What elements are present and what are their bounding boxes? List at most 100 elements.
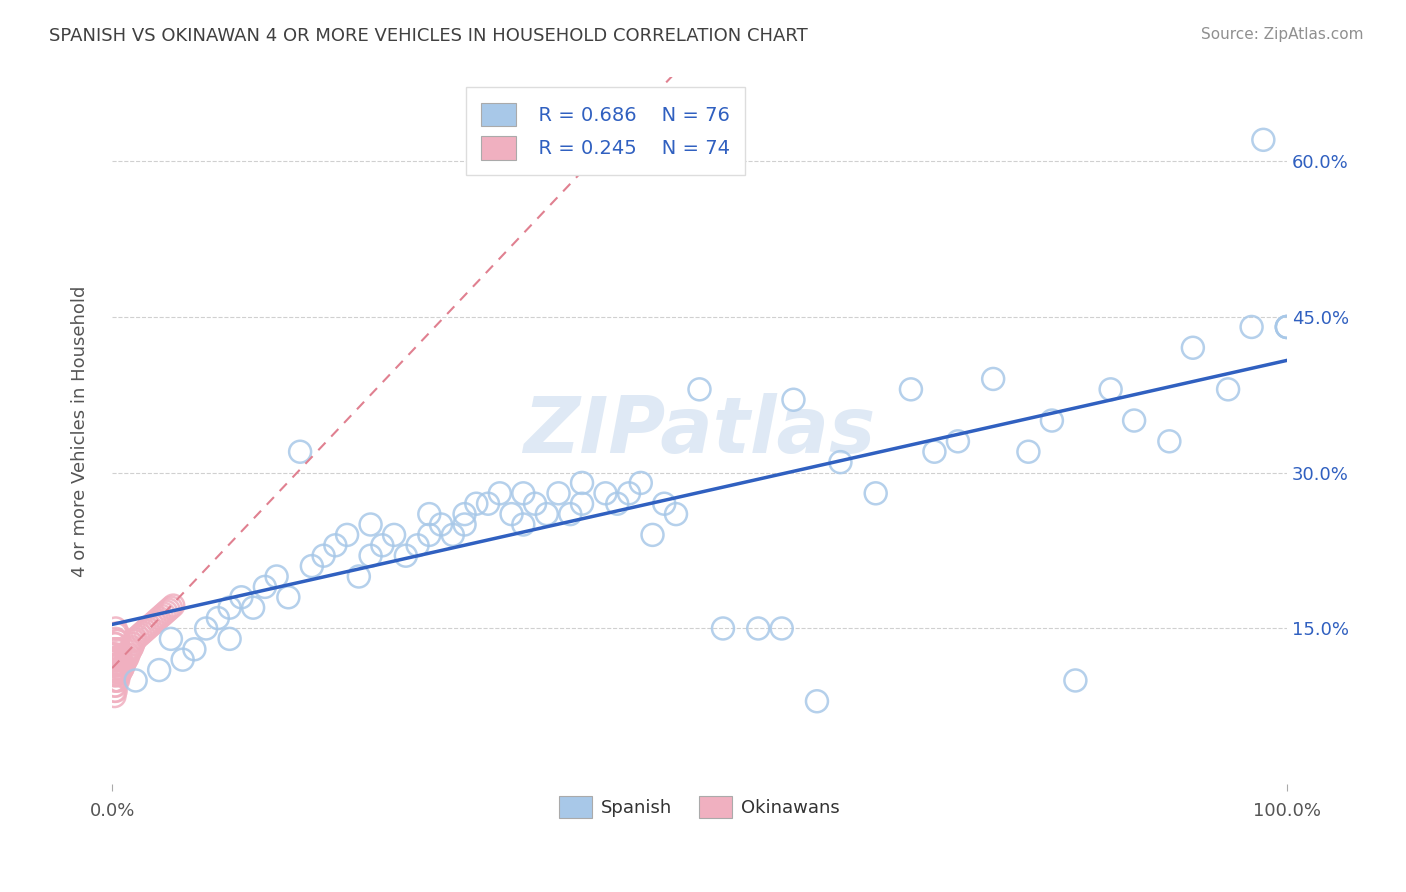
Point [103, 668, 125, 682]
Point [865, 486, 887, 500]
Point [104, 679, 127, 693]
Point [107, 665, 129, 680]
Point [105, 650, 128, 665]
Point [301, 559, 323, 574]
Point [103, 637, 125, 651]
Point [107, 650, 129, 665]
Point [117, 650, 139, 665]
Point [105, 665, 128, 680]
Point [105, 657, 128, 672]
Point [900, 382, 922, 396]
Point [560, 507, 582, 521]
Point [406, 538, 429, 552]
Point [105, 673, 128, 688]
Point [103, 663, 125, 677]
Point [160, 600, 183, 615]
Point [512, 486, 534, 500]
Point [183, 642, 205, 657]
Point [134, 624, 156, 638]
Point [488, 486, 510, 500]
Point [110, 665, 132, 680]
Point [547, 486, 569, 500]
Point [1240, 320, 1263, 334]
Point [108, 644, 131, 658]
Point [1099, 382, 1122, 396]
Point [104, 653, 127, 667]
Point [418, 507, 440, 521]
Point [127, 630, 149, 644]
Point [665, 507, 688, 521]
Point [770, 622, 793, 636]
Legend: Spanish, Okinawans: Spanish, Okinawans [553, 789, 846, 825]
Point [1123, 413, 1146, 427]
Point [465, 497, 488, 511]
Point [382, 528, 405, 542]
Point [155, 605, 177, 619]
Point [108, 668, 131, 682]
Point [595, 486, 617, 500]
Point [347, 569, 370, 583]
Point [172, 653, 194, 667]
Point [1040, 413, 1063, 427]
Point [1275, 320, 1298, 334]
Point [160, 632, 183, 646]
Point [253, 580, 276, 594]
Point [114, 655, 136, 669]
Text: Source: ZipAtlas.com: Source: ZipAtlas.com [1201, 27, 1364, 42]
Point [118, 644, 141, 658]
Point [103, 684, 125, 698]
Point [371, 538, 394, 552]
Point [430, 517, 453, 532]
Point [453, 507, 475, 521]
Point [148, 611, 170, 625]
Point [129, 628, 152, 642]
Point [277, 591, 299, 605]
Point [1275, 320, 1298, 334]
Point [571, 475, 593, 490]
Point [108, 653, 131, 667]
Point [107, 657, 129, 672]
Point [1275, 320, 1298, 334]
Point [107, 626, 129, 640]
Point [360, 549, 382, 563]
Point [136, 622, 159, 636]
Point [108, 661, 131, 675]
Point [104, 657, 127, 672]
Point [1216, 382, 1239, 396]
Point [231, 591, 253, 605]
Point [162, 599, 184, 613]
Point [711, 622, 734, 636]
Point [1159, 434, 1181, 449]
Point [110, 648, 132, 663]
Point [122, 637, 145, 651]
Point [806, 694, 828, 708]
Text: SPANISH VS OKINAWAN 4 OR MORE VEHICLES IN HOUSEHOLD CORRELATION CHART: SPANISH VS OKINAWAN 4 OR MORE VEHICLES I… [49, 27, 808, 45]
Point [104, 668, 127, 682]
Point [830, 455, 852, 469]
Point [104, 648, 127, 662]
Point [104, 642, 127, 657]
Point [524, 497, 547, 511]
Point [360, 517, 382, 532]
Point [103, 673, 125, 688]
Point [103, 653, 125, 667]
Point [110, 663, 132, 677]
Point [218, 600, 240, 615]
Point [104, 673, 127, 688]
Point [571, 497, 593, 511]
Point [103, 648, 125, 662]
Point [1017, 444, 1039, 458]
Point [124, 634, 146, 648]
Point [103, 679, 125, 693]
Point [146, 613, 169, 627]
Y-axis label: 4 or more Vehicles in Household: 4 or more Vehicles in Household [72, 285, 89, 576]
Point [104, 626, 127, 640]
Point [157, 603, 180, 617]
Point [103, 689, 125, 703]
Point [288, 444, 311, 458]
Point [418, 528, 440, 542]
Point [441, 528, 464, 542]
Point [946, 434, 969, 449]
Point [103, 657, 125, 672]
Point [143, 615, 166, 630]
